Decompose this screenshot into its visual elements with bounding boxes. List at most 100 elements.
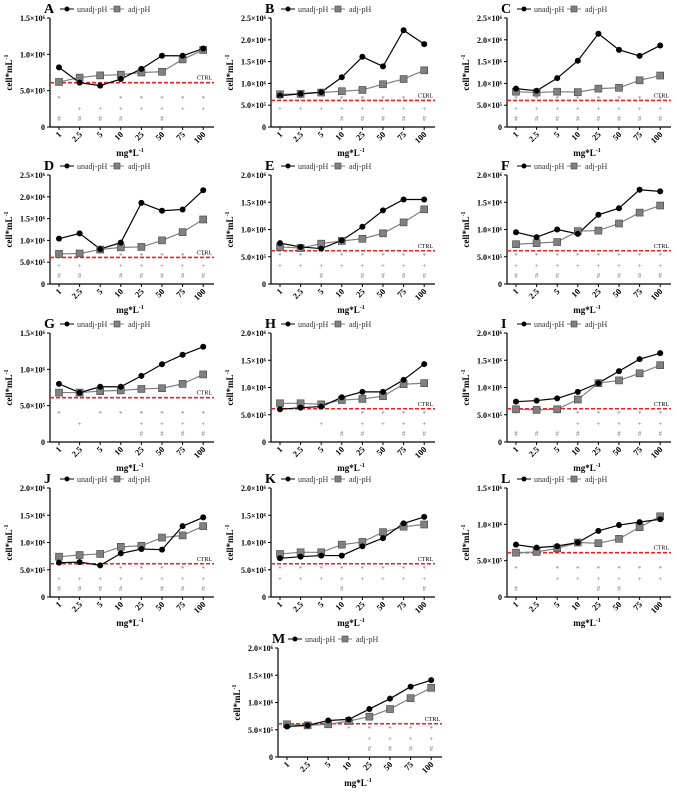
sig-marker-plus: + <box>429 735 433 743</box>
x-tick-label: 75 <box>174 286 187 299</box>
adj-point <box>178 228 187 236</box>
sig-marker-star: * <box>638 565 642 573</box>
unadj-point <box>56 235 62 242</box>
x-tick-label: 10 <box>112 599 125 612</box>
x-tick-label: 2.5 <box>290 129 305 144</box>
adj-point <box>199 215 207 224</box>
sig-marker-star: * <box>299 252 303 260</box>
unadj-series-line <box>515 352 661 403</box>
sig-marker-hash: # <box>119 272 123 280</box>
adj-point <box>420 520 428 529</box>
y-axis-label-sup: -1 <box>461 55 467 60</box>
y-tick-label: 5.0×10⁵ <box>248 726 274 735</box>
sig-marker-plus: + <box>658 575 662 583</box>
unadj-point <box>657 350 664 357</box>
x-tick-label: 5 <box>552 129 562 139</box>
x-tick-label: 1 <box>274 599 284 609</box>
x-tick-label: 100 <box>192 444 208 460</box>
unadj-series-line <box>58 189 204 250</box>
sig-marker-plus: + <box>422 575 426 583</box>
y-axis-label-sup: -1 <box>225 55 231 60</box>
unadj-point <box>636 186 643 193</box>
sig-marker-plus: + <box>402 105 406 113</box>
sig-marker-star: * <box>535 95 539 103</box>
ctrl-label: CTRL <box>654 402 670 408</box>
legend-adj-label: adj-pH <box>585 320 607 329</box>
unadj-point <box>200 45 207 52</box>
sig-marker-hash: # <box>361 272 365 280</box>
adj-point <box>594 226 603 235</box>
adj-series-line <box>286 687 432 726</box>
ctrl-label: CTRL <box>654 546 670 552</box>
panel-letter: A <box>44 2 55 17</box>
y-tick-label: 2.0×10⁶ <box>20 193 46 202</box>
x-axis-label: mg*L-1 <box>573 305 601 315</box>
x-axis-label: mg*L-1 <box>116 148 144 158</box>
panel-i: I 0 5.0×10⁵ 1.0×10⁶ 1.5×10⁶ 2.0×10⁶ 1 2.5 5 10 25 5… <box>457 315 676 475</box>
legend-unadj-label: unadj-pH <box>298 162 328 171</box>
x-tick-label: 2.5 <box>69 286 84 301</box>
x-tick-label: 100 <box>192 129 208 145</box>
sig-marker-plus: + <box>160 420 164 428</box>
x-axis-label: mg*L-1 <box>116 463 144 473</box>
sig-marker-star: * <box>576 95 580 103</box>
y-tick-label: 0 <box>41 123 45 132</box>
y-tick-label: 1.0×10⁶ <box>20 50 46 59</box>
sig-marker-plus: + <box>535 262 539 270</box>
y-tick-label: 1.5×10⁶ <box>477 356 503 365</box>
panel-b: B 0 5.0×10⁵ 1.0×10⁶ 1.5×10⁶ 2.0×10⁶ 2.5×10⁶ 1 2.… <box>221 0 447 160</box>
unadj-point <box>284 723 290 730</box>
adj-point <box>276 399 284 408</box>
adj-point <box>137 243 146 251</box>
sig-marker-plus: + <box>422 420 426 428</box>
legend-adj-label: adj-pH <box>128 5 150 14</box>
legend-unadj-label: unadj-pH <box>534 5 564 14</box>
sig-marker-hash: # <box>422 430 426 438</box>
legend-unadj-label: unadj-pH <box>305 635 335 644</box>
adj-point <box>635 369 644 378</box>
y-axis-label-sup: -1 <box>225 212 231 217</box>
adj-point <box>512 405 520 414</box>
sig-marker-plus: + <box>119 105 123 113</box>
sig-marker-plus: + <box>576 105 580 113</box>
sig-marker-plus: + <box>381 105 385 113</box>
unadj-point <box>138 199 145 206</box>
y-tick-label: 2.5×10⁶ <box>477 14 503 23</box>
sig-marker-plus: + <box>381 262 385 270</box>
x-tick-label: 2.5 <box>526 129 541 144</box>
sig-marker-hash: # <box>160 272 164 280</box>
y-tick-label: 1.5×10⁶ <box>241 511 267 520</box>
sig-marker-plus: + <box>381 420 385 428</box>
x-axis-label-sup: -1 <box>360 463 365 469</box>
unadj-point <box>574 539 581 546</box>
y-axis-label: cell*mL-1 <box>461 525 471 561</box>
sig-marker-star: * <box>278 252 282 260</box>
x-axis-label-sup: -1 <box>596 618 601 624</box>
sig-marker-plus: + <box>617 105 621 113</box>
legend-adj-label: adj-pH <box>128 162 150 171</box>
panel-letter: C <box>501 2 511 17</box>
y-tick-label: 5.0×10⁵ <box>477 411 503 420</box>
ctrl-label: CTRL <box>197 391 213 397</box>
y-tick-label: 1.0×10⁶ <box>248 699 274 708</box>
y-tick-label: 2.0×10⁶ <box>477 329 503 338</box>
sig-marker-hash: # <box>402 430 406 438</box>
adj-point <box>615 535 623 543</box>
sig-marker-hash: # <box>119 585 123 593</box>
x-axis-label: mg*L-1 <box>573 463 601 473</box>
adj-point <box>338 540 346 549</box>
sig-marker-star: * <box>299 565 303 573</box>
unadj-point <box>179 206 186 213</box>
unadj-point <box>513 398 519 405</box>
x-tick-label: 25 <box>354 444 367 457</box>
unadj-point <box>277 555 283 562</box>
unadj-point <box>407 683 414 690</box>
adj-point <box>574 395 582 404</box>
adj-point <box>199 370 207 379</box>
panel-letter: K <box>265 472 276 487</box>
sig-marker-hash: # <box>535 115 539 123</box>
y-tick-label: 0 <box>498 593 502 602</box>
x-tick-label: 10 <box>112 444 125 457</box>
unadj-point <box>616 205 622 212</box>
panel-j: J 0 5.0×10⁵ 1.0×10⁶ 1.5×10⁶ 2.0×10⁶ 1 2.5 5 10 25 5… <box>0 470 226 630</box>
